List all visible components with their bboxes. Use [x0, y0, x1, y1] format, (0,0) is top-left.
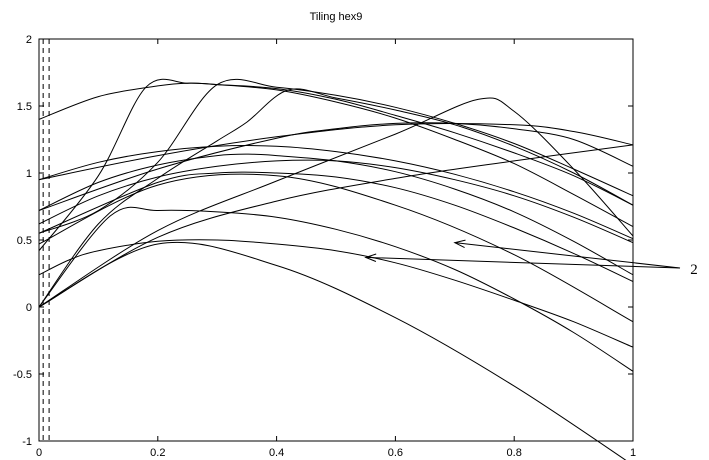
y-tick-label: 0.5	[17, 235, 32, 247]
x-tick-label: 0.8	[507, 447, 522, 459]
annotation-arrowhead	[364, 253, 377, 262]
annotation-arrowhead	[453, 239, 466, 249]
x-tick-label: 0	[36, 447, 42, 459]
series-line	[38, 241, 627, 460]
series-line	[38, 78, 634, 234]
y-tick-label: -0.5	[13, 369, 32, 381]
annotation-arrow	[454, 242, 681, 269]
series-line	[38, 206, 634, 372]
annotation-group: 2	[364, 239, 698, 278]
y-tick-label: 1.5	[17, 101, 32, 113]
chart-title: Tiling hex9	[310, 11, 363, 23]
series-line	[38, 153, 634, 276]
series-line	[38, 122, 634, 211]
y-tick-label: 1	[26, 168, 32, 180]
y-axis-ticks: -1 -0.5 0 0.5 1 1.5 2	[13, 34, 633, 448]
series-line	[38, 78, 634, 252]
x-tick-label: 0.4	[269, 447, 284, 459]
x-axis-ticks: 0 0.2 0.4 0.6 0.8 1	[36, 39, 636, 459]
annotation-arrow	[365, 256, 681, 269]
series-line	[38, 144, 634, 308]
series-line	[38, 123, 634, 181]
series-line	[38, 171, 634, 282]
annotation-label: 2	[690, 262, 698, 278]
y-tick-label: 2	[26, 34, 32, 46]
x-tick-label: 0.2	[150, 447, 165, 459]
y-tick-label: -1	[22, 436, 32, 448]
series-line	[38, 145, 634, 240]
y-tick-label: 0	[26, 302, 32, 314]
dashed-reference-lines	[42, 39, 50, 441]
series-group	[38, 78, 634, 460]
series-line	[38, 88, 634, 308]
series-line	[38, 82, 634, 228]
x-tick-label: 1	[630, 447, 636, 459]
series-line	[38, 97, 634, 308]
series-line	[38, 239, 634, 348]
x-tick-label: 0.6	[388, 447, 403, 459]
